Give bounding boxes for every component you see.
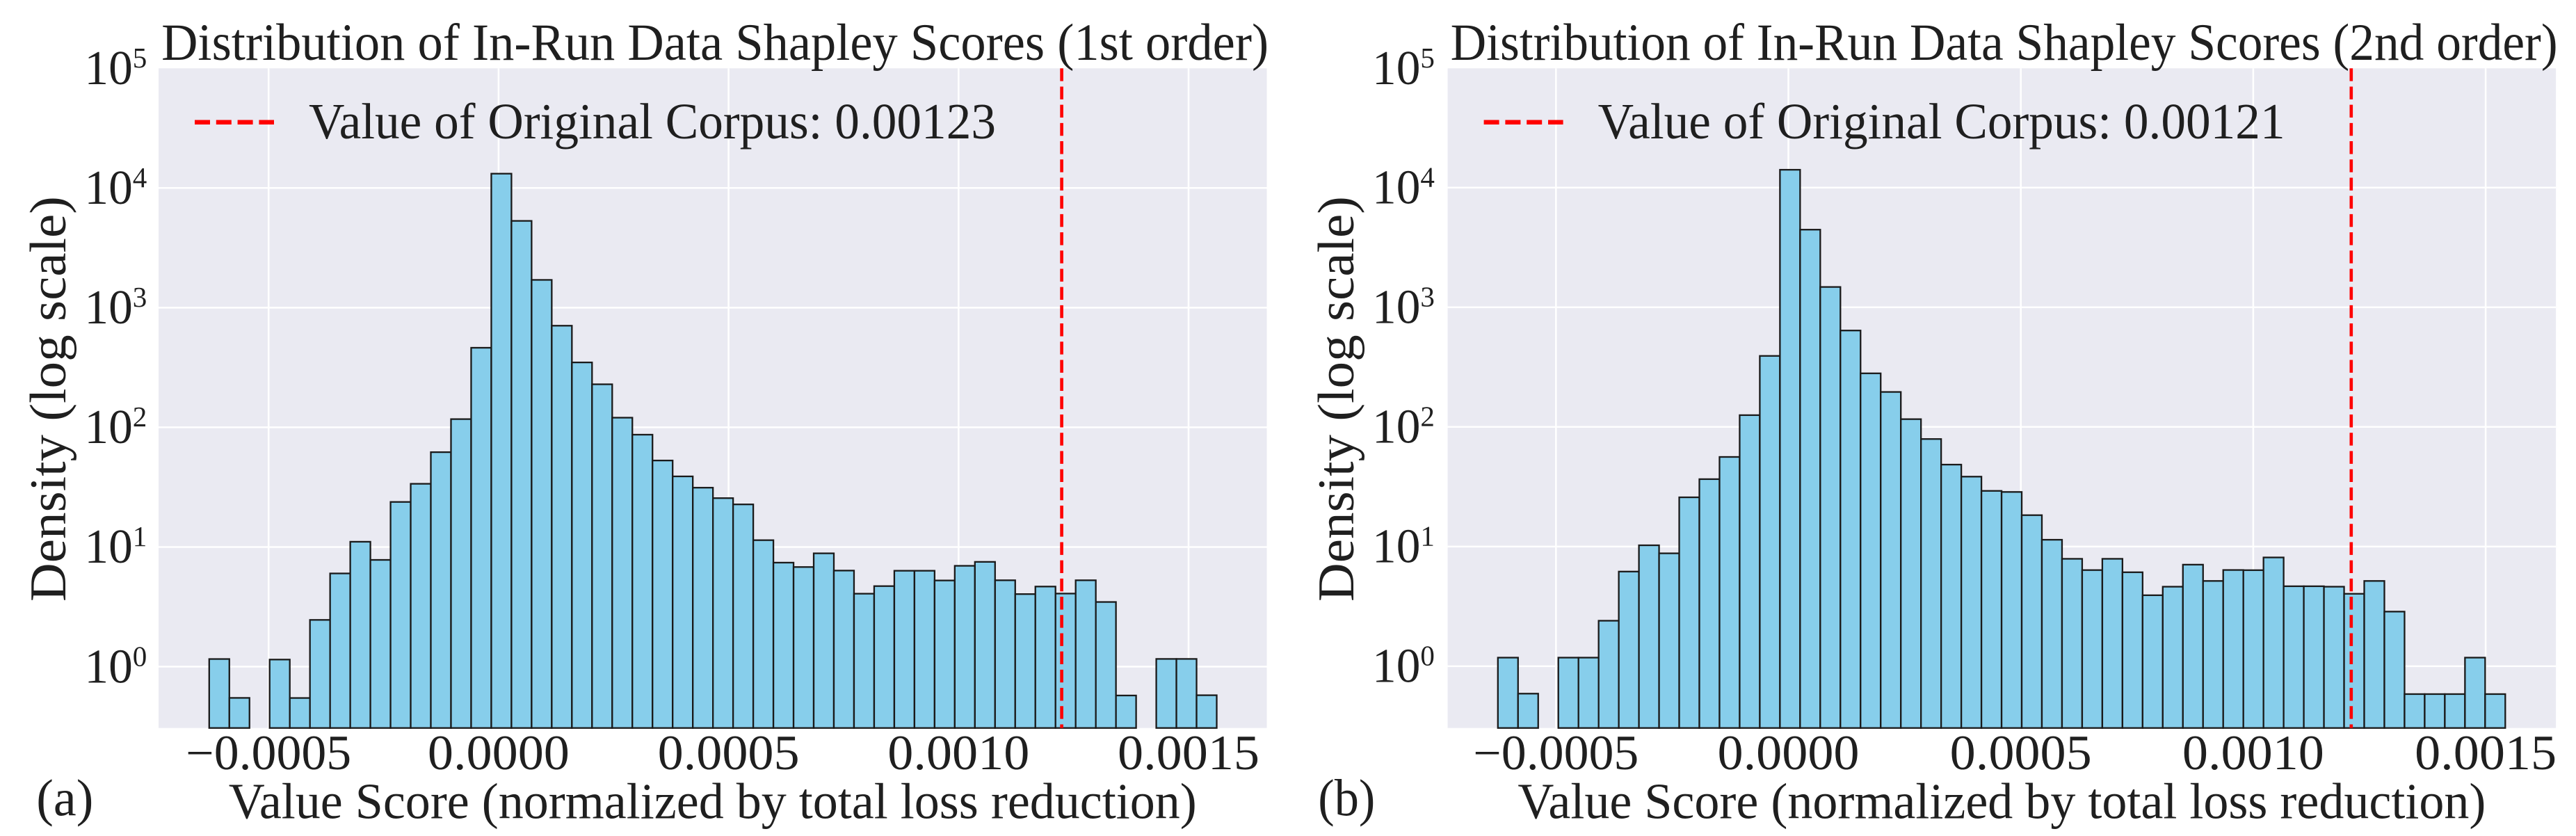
svg-text:Value Score (normalized by tot: Value Score (normalized by total loss re… [229,773,1197,830]
svg-text:0.0000: 0.0000 [428,726,570,780]
svg-text:2: 2 [1420,401,1434,433]
svg-text:4: 4 [1420,161,1434,193]
svg-text:10: 10 [1372,161,1420,215]
svg-text:10: 10 [1372,401,1420,454]
svg-text:10: 10 [1372,640,1420,693]
svg-text:−0.0005: −0.0005 [186,726,351,780]
svg-text:0.0005: 0.0005 [1950,726,2092,780]
svg-text:0.0010: 0.0010 [2182,726,2324,780]
svg-text:10: 10 [1372,281,1420,335]
svg-text:0.0000: 0.0000 [1718,726,1860,780]
svg-text:1: 1 [1420,520,1434,552]
svg-text:10: 10 [1372,520,1420,574]
svg-text:Distribution of In-Run Data Sh: Distribution of In-Run Data Shapley Scor… [161,14,1269,72]
svg-text:4: 4 [133,161,147,193]
svg-text:(b): (b) [1318,769,1375,827]
svg-text:10: 10 [84,42,132,95]
svg-text:0.0005: 0.0005 [658,726,800,780]
svg-text:10: 10 [84,520,132,574]
svg-text:−0.0005: −0.0005 [1473,726,1639,780]
svg-text:0: 0 [133,640,147,672]
svg-text:Value of Original Corpus: 0.00: Value of Original Corpus: 0.00123 [309,93,996,150]
svg-text:10: 10 [1372,42,1420,95]
svg-text:Density (log scale): Density (log scale) [20,196,77,602]
svg-text:5: 5 [133,42,147,74]
svg-text:Density (log scale): Density (log scale) [1308,196,1365,602]
svg-text:(a): (a) [36,769,93,827]
svg-text:Value Score (normalized by tot: Value Score (normalized by total loss re… [1518,773,2486,830]
svg-text:0: 0 [1420,640,1434,672]
svg-text:1: 1 [133,520,147,552]
svg-text:2: 2 [133,401,147,433]
svg-text:5: 5 [1420,42,1434,74]
svg-text:0.0010: 0.0010 [887,726,1029,780]
svg-text:0.0015: 0.0015 [2415,726,2557,780]
svg-text:10: 10 [84,281,132,335]
svg-text:Value of Original Corpus: 0.00: Value of Original Corpus: 0.00121 [1598,93,2285,150]
svg-text:Distribution of In-Run Data Sh: Distribution of In-Run Data Shapley Scor… [1451,14,2558,72]
svg-text:3: 3 [1420,281,1434,313]
svg-text:10: 10 [84,161,132,215]
svg-text:0.0015: 0.0015 [1118,726,1259,780]
svg-text:3: 3 [133,281,147,313]
svg-text:10: 10 [84,401,132,454]
svg-text:10: 10 [84,640,132,693]
